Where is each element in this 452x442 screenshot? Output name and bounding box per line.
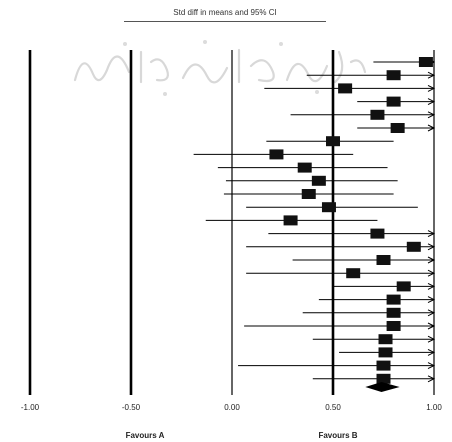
x-tick-label-2: 0.00 bbox=[224, 403, 240, 412]
x-tick-label-1: -0.50 bbox=[122, 403, 141, 412]
study-point-9 bbox=[297, 162, 312, 173]
chart-title: Std diff in means and 95% CI bbox=[173, 8, 277, 17]
study-point-20 bbox=[386, 307, 401, 318]
study-point-24 bbox=[376, 360, 391, 371]
study-point-3 bbox=[338, 83, 353, 94]
ci-arrow-5 bbox=[427, 111, 436, 119]
study-point-6 bbox=[390, 123, 405, 133]
study-point-2 bbox=[386, 70, 401, 81]
ci-arrow-14 bbox=[427, 230, 436, 238]
favours-a-label: Favours A bbox=[126, 431, 165, 440]
ci-arrow-20 bbox=[427, 309, 436, 317]
ci-arrow-21 bbox=[427, 322, 436, 330]
study-point-25 bbox=[376, 373, 391, 384]
study-point-5 bbox=[370, 109, 385, 120]
study-point-8 bbox=[269, 149, 284, 160]
study-point-12 bbox=[321, 202, 336, 213]
ci-arrow-25 bbox=[427, 375, 436, 383]
study-point-10 bbox=[311, 175, 326, 186]
study-point-22 bbox=[378, 334, 393, 345]
study-point-4 bbox=[386, 96, 401, 107]
study-point-14 bbox=[370, 228, 385, 239]
title-underline bbox=[124, 21, 326, 22]
study-point-11 bbox=[301, 189, 316, 199]
study-point-7 bbox=[326, 136, 340, 147]
ci-arrow-18 bbox=[427, 282, 436, 290]
ci-arrow-4 bbox=[427, 98, 436, 106]
study-point-19 bbox=[386, 294, 401, 305]
study-point-16 bbox=[376, 255, 391, 265]
study-point-21 bbox=[386, 321, 401, 331]
ci-arrow-23 bbox=[427, 348, 436, 356]
watermark-logo bbox=[73, 40, 367, 96]
study-point-18 bbox=[396, 281, 411, 292]
ci-arrow-17 bbox=[427, 269, 436, 277]
ci-arrow-3 bbox=[427, 84, 436, 92]
ci-arrow-22 bbox=[427, 335, 436, 343]
x-tick-label-3: 0.50 bbox=[325, 403, 341, 412]
study-point-13 bbox=[283, 215, 298, 226]
favours-b-label: Favours B bbox=[318, 431, 357, 440]
ci-arrow-15 bbox=[427, 243, 436, 251]
x-tick-label-4: 1.00 bbox=[426, 403, 442, 412]
x-tick-label-0: -1.00 bbox=[21, 403, 40, 412]
ci-arrow-16 bbox=[427, 256, 436, 264]
study-point-15 bbox=[406, 241, 421, 252]
ci-arrow-6 bbox=[427, 124, 436, 132]
study-point-23 bbox=[378, 347, 393, 358]
study-point-1 bbox=[418, 57, 433, 67]
ci-arrow-19 bbox=[427, 296, 436, 304]
ci-arrow-2 bbox=[427, 71, 436, 79]
study-point-17 bbox=[346, 268, 361, 279]
summary-diamond bbox=[365, 382, 400, 392]
ci-arrow-24 bbox=[427, 362, 436, 370]
